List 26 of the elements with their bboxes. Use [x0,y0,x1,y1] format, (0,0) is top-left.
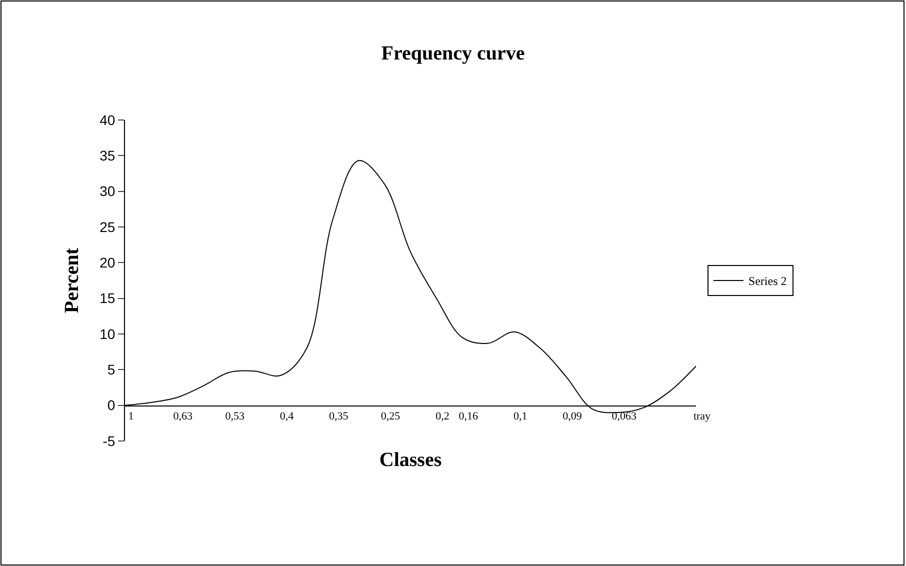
y-tick-label: 20 [100,254,116,271]
x-tick-label: 0,09 [562,410,582,423]
x-tick-label: 0,63 [173,410,194,423]
y-tick-label: 40 [100,112,116,128]
y-tick-label: 25 [100,218,116,235]
x-axis-title: Classes [379,449,442,472]
x-tick-label: 0,53 [225,410,245,423]
y-tick-label: 10 [100,326,116,342]
x-tick-label: tray [693,410,712,423]
x-tick-label: 0,4 [280,410,294,423]
x-tick-label: 1 [128,410,134,423]
x-tick-label: 0,16 [458,410,479,423]
x-tick-label: 0,1 [513,410,528,423]
y-axis-title: Percent [61,248,84,314]
y-tick-label: 15 [100,290,116,306]
x-tick-label: 0,35 [329,410,349,423]
legend-label: Series 2 [748,274,787,288]
y-tick-label: 30 [100,183,116,200]
x-tick-label: 0,25 [380,410,401,423]
x-tick-label: 0,2 [436,410,450,423]
y-tick-label: 0 [107,397,116,414]
y-tick-label: -5 [102,432,116,449]
chart-title: Frequency curve [381,42,525,64]
y-tick-label: 35 [100,148,116,164]
x-tick-label: 0,063 [612,410,638,423]
y-tick-label: 5 [107,362,116,378]
